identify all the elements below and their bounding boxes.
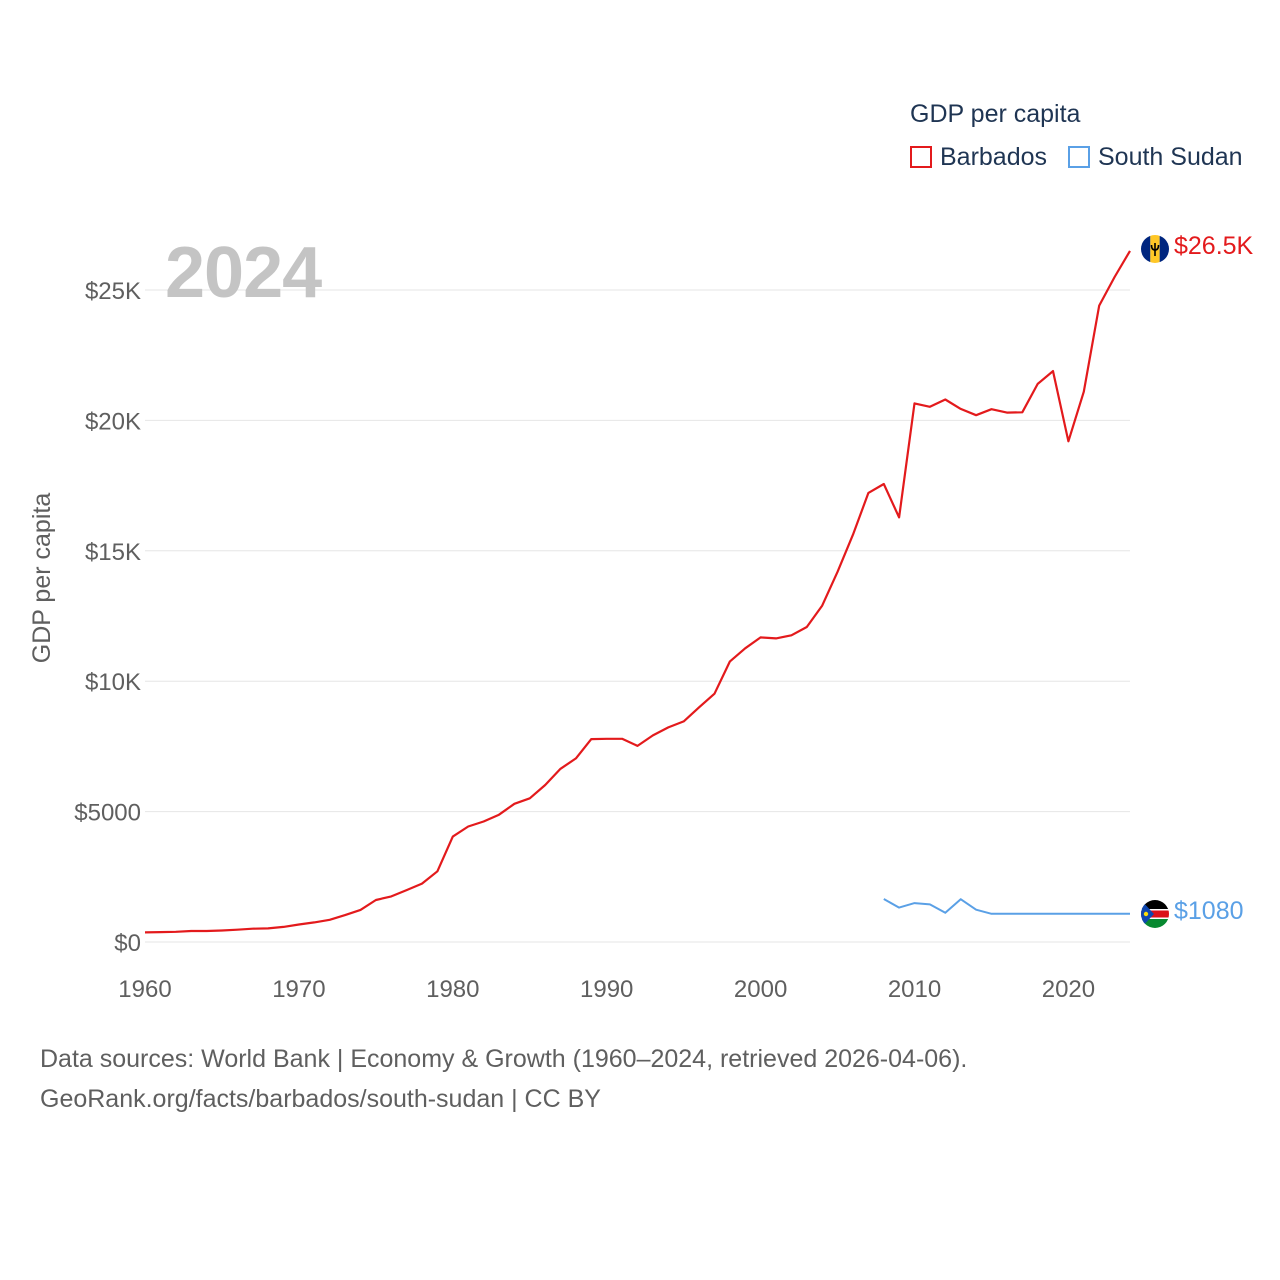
x-tick-label: 1970 (272, 976, 325, 1003)
x-tick-label: 2010 (888, 976, 941, 1003)
barbados-end-label: $26.5K (1174, 232, 1254, 260)
y-tick-label: $25K (85, 278, 141, 305)
source-line-1: Data sources: World Bank | Economy & Gro… (40, 1045, 968, 1073)
y-tick-label: $20K (85, 408, 141, 435)
legend-title: GDP per capita (910, 100, 1081, 128)
x-axis-ticks: 1960 1970 1980 1990 2000 2010 2020 (118, 976, 1095, 1003)
x-tick-label: 1990 (580, 976, 633, 1003)
series-lines (144, 250, 1131, 934)
legend-label-barbados: Barbados (940, 142, 1048, 171)
legend-item-barbados[interactable]: Barbados (910, 143, 1047, 171)
x-tick-label: 1980 (426, 976, 479, 1003)
y-tick-label: $15K (85, 539, 141, 566)
source-line-2[interactable]: GeoRank.org/facts/barbados/south-sudan |… (40, 1085, 601, 1113)
y-tick-label: $0 (114, 930, 141, 957)
series-line-barbados[interactable] (144, 250, 1131, 934)
south-sudan-flag-icon (1141, 900, 1169, 928)
series-line-south-sudan[interactable] (883, 898, 1130, 915)
legend-swatch-barbados (910, 146, 932, 168)
y-tick-label: $5000 (74, 800, 141, 827)
x-tick-label: 2000 (734, 976, 787, 1003)
y-tick-label: $10K (85, 669, 141, 696)
grid-lines (145, 289, 1130, 943)
south-sudan-end-label: $1080 (1174, 897, 1244, 925)
legend-swatch-south-sudan (1068, 146, 1090, 168)
y-axis-ticks: $0 $5000 $10K $15K $20K $25K (74, 278, 141, 957)
legend-label-south-sudan: South Sudan (1098, 142, 1243, 171)
barbados-flag-icon (1141, 235, 1169, 263)
x-tick-label: 2020 (1042, 976, 1095, 1003)
y-axis-label: GDP per capita (28, 493, 56, 664)
legend-item-south-sudan[interactable]: South Sudan (1068, 143, 1243, 171)
x-tick-label: 1960 (118, 976, 171, 1003)
year-label: 2024 (165, 233, 322, 313)
